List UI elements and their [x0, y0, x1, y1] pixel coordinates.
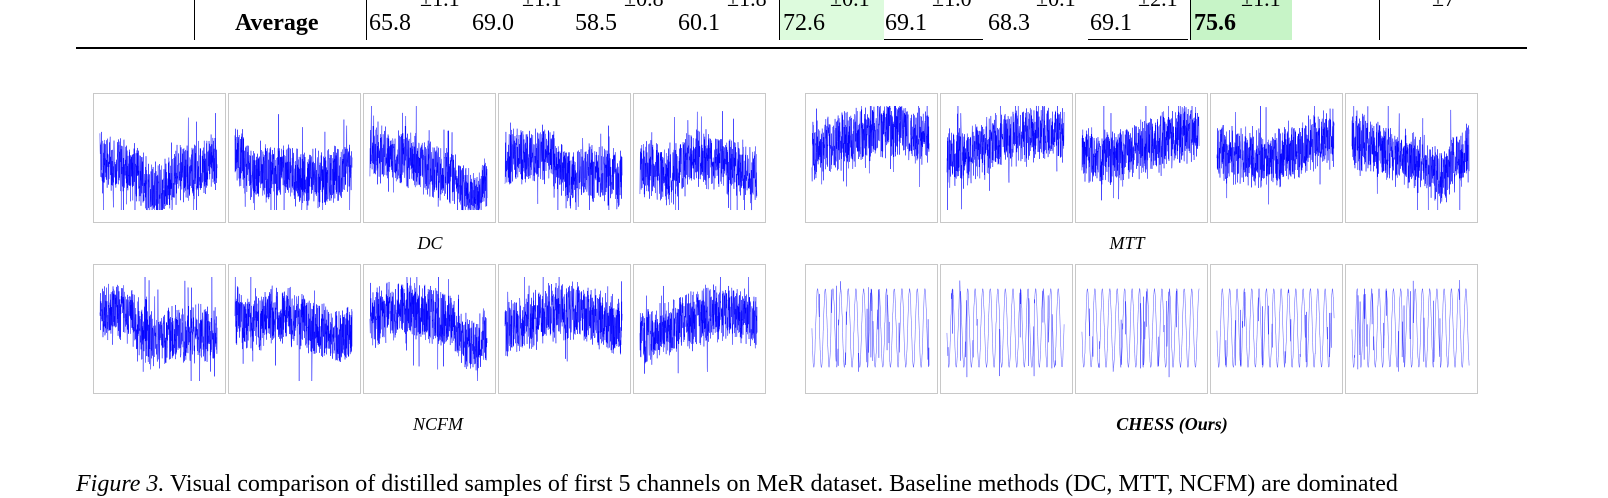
- figure-caption: Figure 3. Visual comparison of distilled…: [76, 471, 1398, 498]
- second-best-underline: [1088, 39, 1188, 40]
- ncfm-channel-5-panel: [633, 264, 766, 394]
- column-divider: [779, 0, 780, 40]
- ncfm-waveform-line: [504, 277, 623, 362]
- mtt-waveform: [1216, 106, 1335, 205]
- chess-channel-5-panel: [1345, 264, 1478, 394]
- chess-waveform: [946, 280, 1065, 378]
- caption-text: Visual comparison of distilled samples o…: [170, 471, 1398, 497]
- table-bottom-rule: [76, 47, 1527, 49]
- mtt-channel-3-panel: [1075, 93, 1208, 223]
- table-cell: 65.8: [369, 10, 411, 36]
- mtt-waveform-line: [1216, 106, 1335, 205]
- mtt-waveform: [1081, 106, 1200, 201]
- table-cell: 58.5: [575, 10, 617, 36]
- dc-waveform: [504, 122, 623, 210]
- dc-waveform: [234, 114, 353, 210]
- highlight-best-cell: [1191, 0, 1292, 40]
- table-cell: 72.6: [783, 10, 825, 36]
- chess-channel-4-panel: [1210, 264, 1343, 394]
- table-cell: 69.0: [472, 10, 514, 36]
- dc-channel-1-panel: [93, 93, 226, 223]
- chess-waveform-line: [811, 281, 930, 372]
- ncfm-waveform-line: [639, 277, 758, 374]
- ncfm-waveform: [234, 277, 353, 381]
- ncfm-channel-2-panel: [228, 264, 361, 394]
- dc-waveform: [369, 106, 488, 211]
- table-cell-best: 75.6: [1194, 10, 1236, 36]
- mtt-channel-5-panel: [1345, 93, 1478, 223]
- results-table-fragment: ±1.1 ±1.1 ±0.8 ±1.8 ±0.1 ±1.0 ±0.1 ±2.1 …: [0, 0, 1608, 52]
- dc-waveform-line: [639, 111, 758, 211]
- column-divider: [1190, 0, 1191, 40]
- table-cell: 69.1: [885, 10, 927, 36]
- dc-waveform: [99, 113, 218, 211]
- dc-waveform-line: [369, 106, 488, 211]
- caption-lead: Figure 3.: [76, 471, 165, 497]
- ncfm-waveform: [99, 277, 218, 381]
- std-fragment: ±0.1: [1036, 0, 1076, 10]
- dc-channel-2-panel: [228, 93, 361, 223]
- ncfm-waveform: [639, 277, 758, 374]
- std-fragment: ±1.0: [932, 0, 972, 10]
- ncfm-channel-1-panel: [93, 264, 226, 394]
- ncfm-waveform: [504, 277, 623, 362]
- dc-waveform-line: [99, 113, 218, 211]
- group-label-mtt: MTT: [1109, 233, 1145, 253]
- chess-waveform-line: [1216, 287, 1335, 369]
- ncfm-waveform-line: [369, 277, 488, 381]
- dc-channel-4-panel: [498, 93, 631, 223]
- mtt-waveform-line: [946, 105, 1065, 210]
- ncfm-channel-3-panel: [363, 264, 496, 394]
- chess-waveform-line: [1351, 280, 1470, 372]
- std-fragment: ±1.8: [727, 0, 767, 10]
- dc-waveform-line: [504, 122, 623, 210]
- ncfm-waveform-line: [234, 277, 353, 381]
- column-divider: [194, 0, 195, 40]
- std-fragment: ±2.1: [1138, 0, 1178, 10]
- dc-waveform-line: [234, 114, 353, 210]
- dc-waveform: [639, 111, 758, 211]
- mtt-waveform: [811, 105, 930, 187]
- table-cell: 68.3: [988, 10, 1030, 36]
- ncfm-waveform-line: [99, 277, 218, 381]
- chess-waveform: [1081, 287, 1200, 378]
- chess-waveform: [811, 281, 930, 372]
- mtt-waveform: [946, 105, 1065, 210]
- row-label: Average: [235, 10, 319, 36]
- highlight-cell: [780, 0, 884, 40]
- second-best-underline: [884, 39, 983, 40]
- std-fragment: ±7: [1432, 0, 1455, 10]
- dc-channel-3-panel: [363, 93, 496, 223]
- table-cell: 60.1: [678, 10, 720, 36]
- ncfm-channel-4-panel: [498, 264, 631, 394]
- chess-waveform-line: [1081, 287, 1200, 378]
- std-fragment: ±1.1: [522, 0, 562, 10]
- std-fragment: ±1.1: [1241, 0, 1281, 10]
- mtt-waveform-line: [1081, 106, 1200, 201]
- chess-waveform: [1216, 287, 1335, 369]
- chess-waveform-line: [946, 280, 1065, 378]
- mtt-waveform-line: [811, 105, 930, 187]
- chess-channel-1-panel: [805, 264, 938, 394]
- chess-channel-2-panel: [940, 264, 1073, 394]
- group-label-chess: CHESS (Ours): [1116, 414, 1228, 434]
- column-divider: [1379, 0, 1380, 40]
- mtt-channel-2-panel: [940, 93, 1073, 223]
- column-divider: [366, 0, 367, 40]
- dc-channel-5-panel: [633, 93, 766, 223]
- table-cell: 69.1: [1090, 10, 1132, 36]
- std-fragment: ±0.8: [624, 0, 664, 10]
- group-label-ncfm: NCFM: [412, 414, 463, 434]
- mtt-channel-4-panel: [1210, 93, 1343, 223]
- ncfm-waveform: [369, 277, 488, 381]
- chess-waveform: [1351, 280, 1470, 372]
- mtt-waveform: [1351, 106, 1470, 210]
- std-fragment: ±0.1: [830, 0, 870, 10]
- group-label-dc: DC: [417, 233, 443, 253]
- mtt-channel-1-panel: [805, 93, 938, 223]
- std-fragment: ±1.1: [420, 0, 460, 10]
- chess-channel-3-panel: [1075, 264, 1208, 394]
- mtt-waveform-line: [1351, 106, 1470, 210]
